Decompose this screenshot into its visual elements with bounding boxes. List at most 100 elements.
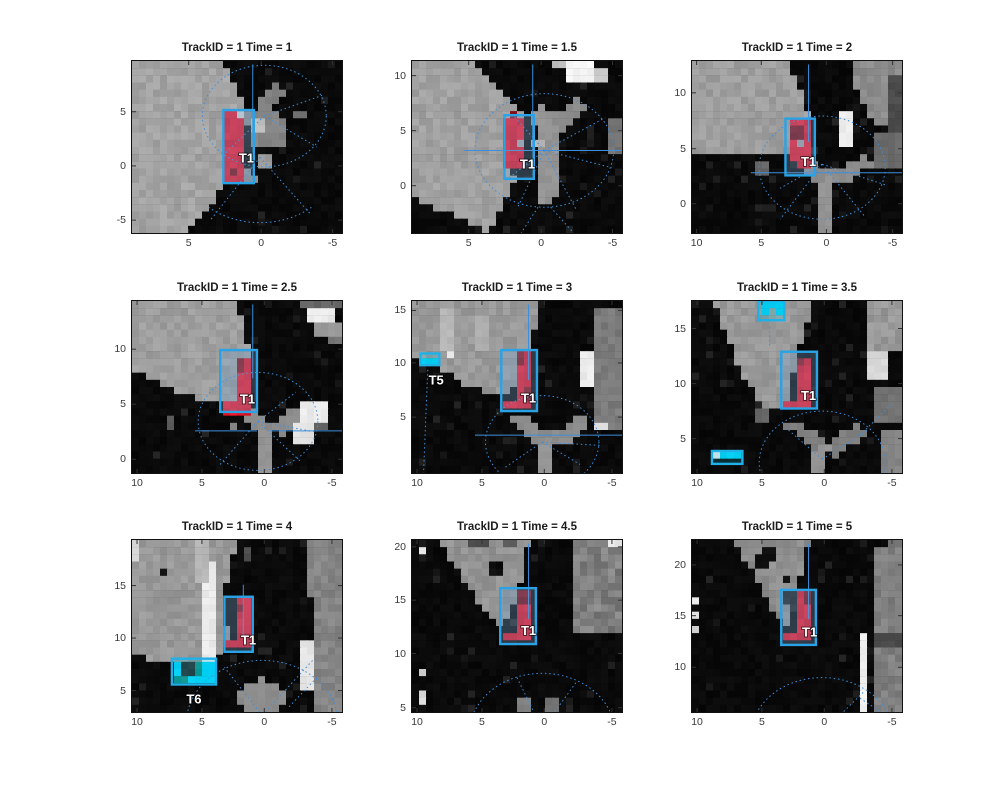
- track-label: T1: [241, 632, 256, 647]
- radial-line: [423, 369, 429, 473]
- x-tick-label: 0: [261, 716, 268, 728]
- track-overlay: T1 T6: [132, 540, 342, 712]
- subplot-panel-3: TrackID = 1 Time = 2 T1 10 5 0 10 5 0 -5: [674, 42, 903, 249]
- radial-line: [859, 403, 892, 436]
- y-tick-label: 5: [400, 411, 406, 424]
- occupancy-grid-image: [412, 61, 622, 233]
- x-tick-label: -5: [327, 477, 337, 489]
- radial-line: [504, 441, 543, 469]
- x-tick-label: 0: [541, 477, 548, 489]
- subplot-title: TrackID = 1 Time = 2.5: [177, 282, 297, 294]
- x-tick-label: 0: [538, 237, 545, 249]
- radial-line: [516, 677, 535, 712]
- subplot-title: TrackID = 1 Time = 4: [181, 521, 293, 533]
- x-tick-label: 10: [131, 716, 143, 728]
- subplot-panel-2: TrackID = 1 Time = 1.5 T1 10 5 0 5 0 -5: [394, 42, 623, 249]
- occupancy-grid-image: [412, 540, 622, 712]
- x-tick-label: 5: [185, 237, 192, 249]
- radial-line: [821, 429, 869, 460]
- occupancy-grid-image: [692, 61, 902, 233]
- subplot-title: TrackID = 1 Time = 4.5: [457, 521, 577, 533]
- x-tick-label: -5: [607, 716, 617, 728]
- occupancy-grid-image: [132, 61, 342, 233]
- radial-line: [554, 682, 577, 712]
- x-tick-label: -5: [327, 237, 338, 249]
- occupancy-grid-image: [692, 540, 902, 712]
- y-tick-label: 5: [680, 142, 686, 155]
- y-tick-label: 10: [674, 86, 686, 99]
- y-tick-label: 0: [120, 453, 126, 466]
- y-tick-label: -5: [116, 214, 126, 227]
- track-bbox-confirmed: [500, 348, 539, 413]
- track-label: T5: [429, 373, 444, 388]
- track-bbox-confirmed: [498, 586, 538, 646]
- radial-line: [224, 115, 265, 155]
- x-tick-label: 10: [411, 477, 423, 489]
- y-tick-label: 10: [674, 377, 686, 390]
- radial-line: [842, 691, 865, 712]
- radial-line: [287, 677, 318, 709]
- x-tick-label: 5: [465, 237, 472, 249]
- track-bbox-tentative: [710, 449, 744, 466]
- x-tick-label: -5: [887, 237, 898, 249]
- track-label: T1: [521, 623, 536, 638]
- track-bbox-confirmed: [222, 108, 255, 185]
- x-tick-label: 10: [131, 477, 143, 489]
- track-bbox-tentative: [419, 352, 441, 367]
- subplot-title: TrackID = 1 Time = 2: [741, 42, 853, 54]
- radial-line: [257, 421, 301, 462]
- y-tick-label: 0: [400, 179, 406, 192]
- track-overlay: T1: [412, 540, 622, 712]
- radial-line: [264, 94, 323, 117]
- radial-line: [259, 156, 311, 215]
- x-tick-label: 10: [690, 237, 703, 249]
- radial-line: [541, 441, 581, 465]
- track-label: T1: [520, 157, 535, 172]
- radial-line: [543, 150, 577, 210]
- radial-line: [257, 420, 315, 433]
- subplot-title: TrackID = 1 Time = 5: [741, 521, 853, 533]
- x-tick-label: 0: [258, 237, 265, 249]
- coverage-circle: [758, 115, 886, 220]
- x-tick-label: -5: [887, 716, 897, 728]
- subplot-title: TrackID = 1 Time = 3: [461, 282, 573, 294]
- y-tick-label: 20: [394, 540, 406, 553]
- coverage-circle: [473, 672, 611, 712]
- track-overlay: T1: [132, 61, 342, 233]
- x-tick-label: 10: [411, 716, 423, 728]
- x-tick-label: 10: [691, 477, 703, 489]
- track-bbox-tentative: [756, 301, 786, 322]
- x-tick-label: 5: [199, 716, 205, 728]
- y-tick-label: 5: [120, 398, 126, 411]
- radial-line: [209, 157, 261, 222]
- y-tick-label: 15: [114, 579, 126, 592]
- x-tick-label: 0: [261, 477, 268, 489]
- y-tick-label: 5: [400, 124, 406, 137]
- y-tick-label: 5: [120, 105, 126, 118]
- radial-line: [264, 115, 318, 148]
- radial-line: [859, 697, 882, 712]
- track-bbox-confirmed: [780, 350, 819, 410]
- track-overlay: T1: [692, 540, 902, 712]
- coverage-arc: [208, 206, 312, 224]
- track-label: T1: [801, 154, 816, 169]
- track-label: T1: [521, 391, 536, 406]
- y-tick-label: 10: [114, 632, 126, 645]
- y-tick-label: 5: [680, 432, 686, 445]
- track-label: T1: [801, 388, 816, 403]
- x-tick-label: -5: [327, 716, 337, 728]
- subplot-panel-5: TrackID = 1 Time = 3 T1 T5 15 10 5 10 5 0 -5: [394, 282, 623, 489]
- subplot-title: TrackID = 1 Time = 3.5: [737, 282, 857, 294]
- track-bbox-confirmed: [218, 348, 259, 414]
- radial-line: [520, 206, 539, 233]
- y-tick-label: 0: [120, 159, 126, 172]
- x-tick-label: -5: [887, 477, 897, 489]
- x-tick-label: 0: [821, 477, 828, 489]
- x-tick-label: -5: [607, 477, 617, 489]
- radial-line: [544, 117, 606, 151]
- y-tick-label: 15: [394, 594, 406, 607]
- track-overlay: T1: [692, 301, 902, 473]
- y-tick-label: 5: [400, 701, 406, 714]
- track-label: T6: [186, 692, 201, 707]
- y-tick-label: 10: [674, 661, 686, 674]
